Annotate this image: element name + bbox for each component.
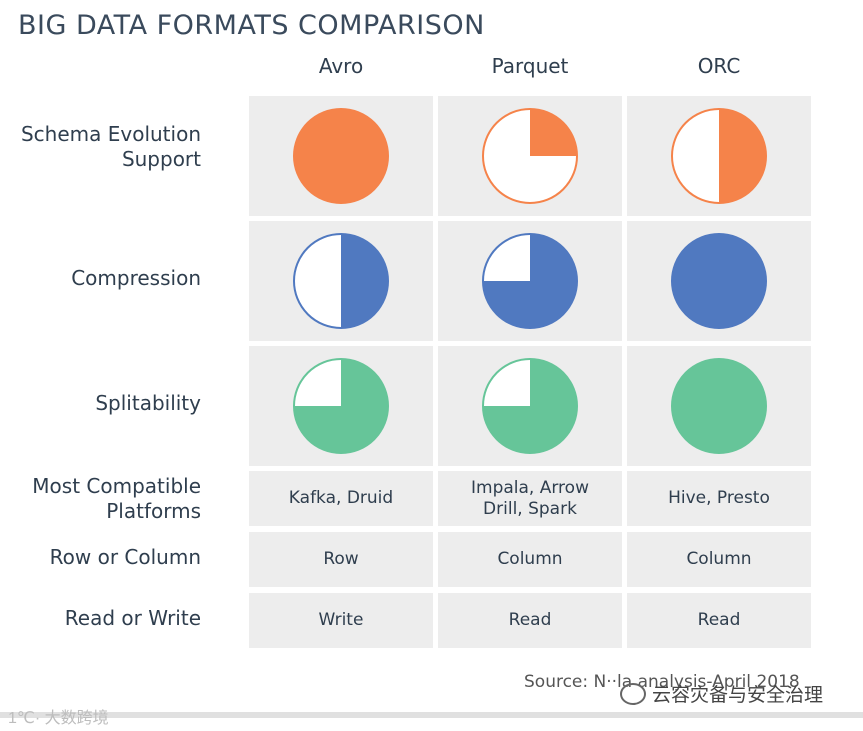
cell-text-line: Read	[697, 610, 741, 630]
grid-cell: Write	[249, 593, 433, 648]
row-label: Read or Write	[65, 606, 201, 631]
row-label: Splitability	[95, 391, 201, 416]
cell-text: Column	[686, 549, 751, 570]
grid-cell	[249, 221, 433, 341]
harvey-ball-icon	[671, 108, 767, 204]
row-label-line: Platforms	[106, 499, 201, 523]
column-header-parquet: Parquet	[491, 54, 569, 78]
grid-cell	[249, 346, 433, 466]
cell-text-line: Column	[686, 549, 752, 569]
grid-cell	[627, 346, 811, 466]
row-label: Most Compatible Platforms	[32, 474, 201, 524]
harvey-ball-icon	[671, 233, 767, 329]
harvey-ball-fill	[672, 234, 766, 328]
watermark-left: 1℃· 大数跨境	[8, 710, 109, 727]
harvey-ball-icon	[482, 358, 578, 454]
cell-text-line: Write	[318, 610, 364, 630]
row-label-line: Support	[121, 147, 201, 171]
row-label-line: Row or Column	[49, 545, 201, 569]
grid-cell: Column	[627, 532, 811, 587]
cell-text: Column	[497, 549, 562, 570]
row-label-line: Splitability	[95, 391, 201, 415]
grid-cell	[249, 96, 433, 216]
grid-cell: Row	[249, 532, 433, 587]
harvey-ball-fill	[483, 234, 577, 328]
cell-text-line: Hive, Presto	[668, 488, 770, 508]
harvey-ball-fill	[530, 109, 577, 156]
harvey-ball-fill	[294, 109, 388, 203]
cell-text: Row	[323, 549, 358, 570]
cell-text-line: Kafka, Druid	[288, 488, 394, 508]
cell-text: Impala, Arrow Drill, Spark	[471, 478, 589, 520]
harvey-ball-icon	[482, 108, 578, 204]
grid-cell: Read	[438, 593, 622, 648]
bottom-bar	[0, 712, 863, 718]
grid-cell: Impala, Arrow Drill, Spark	[438, 471, 622, 526]
row-label-line: Schema Evolution	[20, 122, 201, 146]
grid-cell: Hive, Presto	[627, 471, 811, 526]
grid-cell	[438, 221, 622, 341]
source-note: Source: N··la analysis-April 2018	[524, 672, 800, 692]
cell-text-line: Impala, Arrow	[471, 477, 589, 498]
watermark-right: 云容灾备与安全治理	[620, 680, 823, 707]
row-label-line: Read or Write	[64, 606, 201, 630]
wechat-icon	[620, 682, 646, 705]
grid-cell	[627, 96, 811, 216]
column-header-avro: Avro	[318, 54, 364, 78]
grid-cell	[438, 96, 622, 216]
row-label-line: Most Compatible	[32, 474, 201, 498]
grid-cell: Kafka, Druid	[249, 471, 433, 526]
cell-text-line: Drill, Spark	[483, 498, 577, 519]
row-label: Row or Column	[50, 545, 201, 570]
harvey-ball-fill	[672, 359, 766, 453]
harvey-ball-fill	[719, 109, 766, 203]
column-header-orc: ORC	[697, 54, 741, 78]
row-label: Compression	[71, 266, 201, 291]
row-label-line: Compression	[71, 266, 201, 290]
page-title: BIG DATA FORMATS COMPARISON	[18, 10, 485, 41]
harvey-ball-icon	[482, 233, 578, 329]
row-label: Schema Evolution Support	[21, 122, 201, 172]
harvey-ball-fill	[341, 234, 388, 328]
cell-text: Hive, Presto	[668, 488, 770, 509]
grid-cell: Read	[627, 593, 811, 648]
cell-text: Read	[698, 610, 741, 631]
cell-text-line: Row	[323, 549, 359, 569]
harvey-ball-fill	[294, 359, 388, 453]
cell-text: Read	[509, 610, 552, 631]
harvey-ball-icon	[293, 358, 389, 454]
grid-cell	[627, 221, 811, 341]
cell-text: Kafka, Druid	[289, 488, 393, 509]
grid-cell: Column	[438, 532, 622, 587]
harvey-ball-icon	[671, 358, 767, 454]
cell-text-line: Read	[508, 610, 552, 630]
watermark-right-text: 云容灾备与安全治理	[652, 685, 824, 706]
harvey-ball-icon	[293, 233, 389, 329]
harvey-ball-fill	[483, 359, 577, 453]
grid-cell	[438, 346, 622, 466]
harvey-ball-icon	[293, 108, 389, 204]
cell-text-line: Column	[497, 549, 563, 569]
cell-text: Write	[319, 610, 364, 631]
